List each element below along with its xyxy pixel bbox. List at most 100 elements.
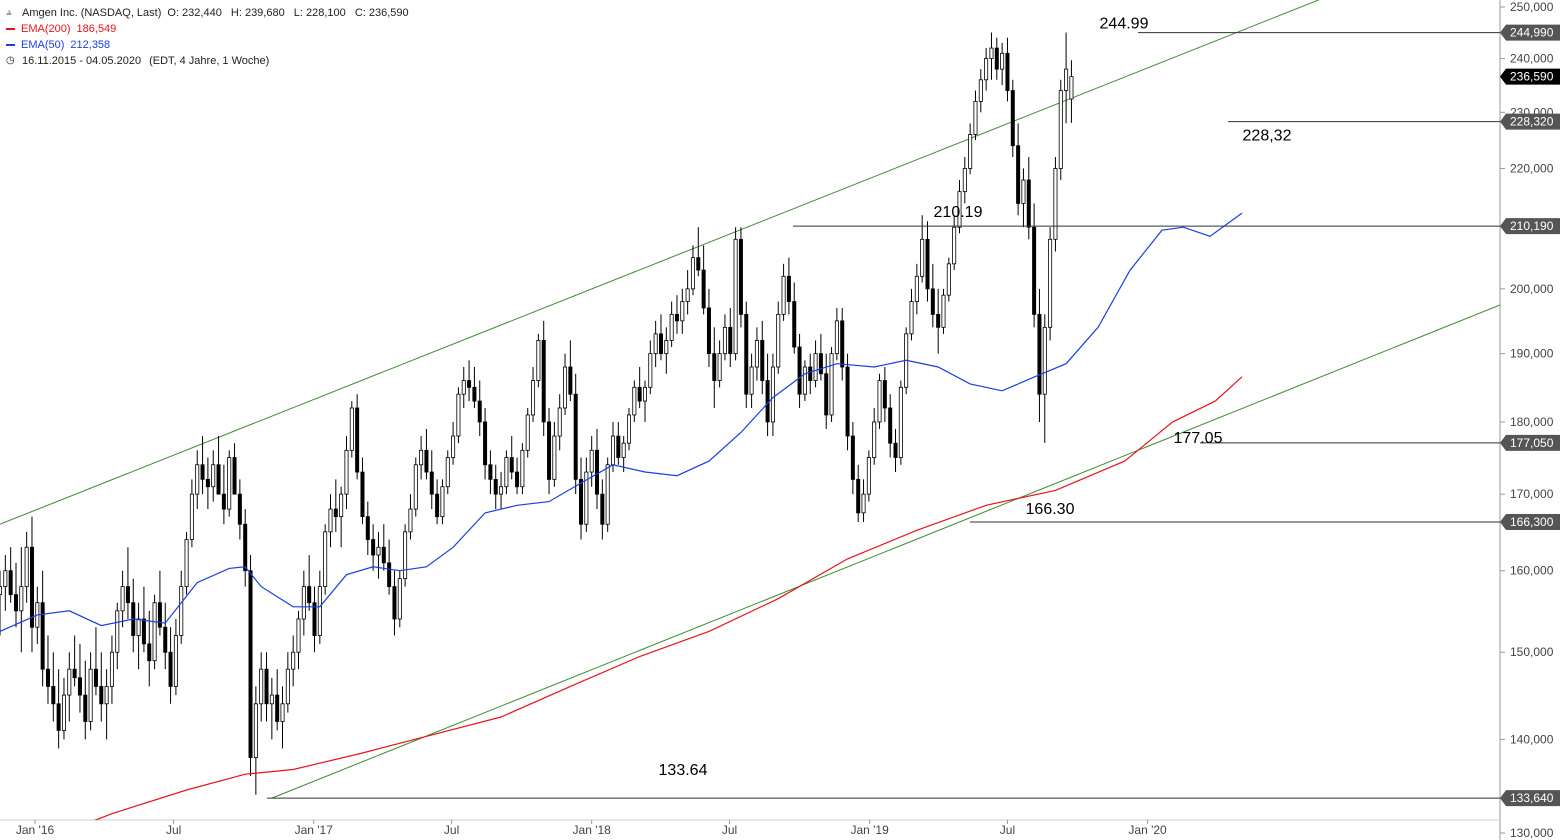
candle-body <box>760 340 765 381</box>
plot-area: 244.99 228,32 210.19 177.05 166.30 133.64 <box>0 0 1500 820</box>
candle-body <box>845 366 850 437</box>
candle <box>67 652 72 722</box>
candle <box>909 288 914 341</box>
candle <box>472 367 477 408</box>
candle <box>371 524 376 571</box>
candle-body <box>269 694 274 705</box>
candle-body <box>13 594 18 612</box>
candle <box>221 464 226 525</box>
candle-body <box>259 668 264 705</box>
x-tick-label: Jan '16 <box>16 823 55 837</box>
candle-body <box>296 618 301 653</box>
candle-body <box>243 523 248 572</box>
candle-body <box>184 539 189 588</box>
candle <box>786 257 791 315</box>
candle-body <box>706 307 711 355</box>
candle-body <box>744 313 749 395</box>
candle-body <box>445 457 450 488</box>
candle-body <box>291 651 296 670</box>
candle-body <box>984 58 989 81</box>
candle-body <box>147 643 152 662</box>
candle-body <box>920 238 925 277</box>
candle <box>1037 288 1042 422</box>
candle <box>749 353 754 408</box>
level-label: 133.64 <box>659 762 708 779</box>
candle-body <box>1037 313 1042 395</box>
candle <box>834 307 839 361</box>
candle-body <box>1000 52 1005 70</box>
candle-body <box>776 313 781 368</box>
candle <box>168 627 173 704</box>
candle-body <box>179 586 184 636</box>
candle <box>765 353 770 437</box>
candle <box>61 677 66 740</box>
candle <box>13 562 18 628</box>
ema200-line <box>94 376 1243 820</box>
candle <box>717 340 722 388</box>
candle <box>893 428 898 473</box>
y-tick-label: 200,000 <box>1510 282 1554 296</box>
candle-body <box>104 685 109 705</box>
candle <box>435 479 440 525</box>
candle <box>680 288 685 334</box>
candle <box>584 457 589 532</box>
candle-body <box>595 449 600 495</box>
candle-body <box>467 380 472 388</box>
candle-body <box>317 586 322 636</box>
last-price-tag-text: 236,590 <box>1510 70 1554 84</box>
candle-body <box>152 602 157 662</box>
candle-body <box>216 464 221 495</box>
candle <box>962 157 967 204</box>
candle-body <box>786 275 791 302</box>
candle-body <box>994 47 999 70</box>
candle <box>1005 37 1010 102</box>
candle-body <box>51 685 56 705</box>
candle <box>760 320 765 395</box>
candle <box>211 450 216 502</box>
candle <box>802 360 807 402</box>
candle-body <box>72 668 77 679</box>
candle <box>200 436 205 495</box>
candle <box>738 227 743 328</box>
candle <box>888 394 893 458</box>
candle-body <box>280 703 285 722</box>
level-price-tag <box>1500 218 1560 235</box>
candle <box>861 479 866 522</box>
candle <box>984 48 989 91</box>
candle-body <box>477 400 482 423</box>
candle <box>520 443 525 495</box>
candle-body <box>717 353 722 381</box>
candle <box>925 221 930 302</box>
candle <box>1042 314 1047 443</box>
candle <box>392 570 397 636</box>
candle <box>179 570 184 644</box>
candle-body <box>520 449 525 488</box>
candle <box>1058 79 1063 181</box>
candle <box>275 669 280 731</box>
candle-body <box>728 326 733 355</box>
candle-body <box>312 602 317 636</box>
candle <box>872 407 877 465</box>
candle <box>397 570 402 628</box>
candle-body <box>898 386 903 458</box>
candle-body <box>499 486 504 495</box>
candle-body <box>781 275 786 315</box>
y-tick-label: 250,000 <box>1510 0 1554 14</box>
candle-body <box>536 340 541 381</box>
candle <box>477 380 482 437</box>
candle <box>488 450 493 495</box>
candle-body <box>962 168 967 193</box>
candle-body <box>626 414 631 444</box>
candle <box>349 401 354 458</box>
candle <box>563 353 568 415</box>
candle-body <box>403 531 408 580</box>
candle-body <box>611 435 616 466</box>
candle-body <box>1010 90 1015 147</box>
date-range: 16.11.2015 - 04.05.2020 <box>22 55 142 67</box>
candle <box>109 635 114 704</box>
candle <box>845 353 850 451</box>
level-price-tag <box>1500 790 1560 807</box>
candle <box>605 457 610 532</box>
candle-body <box>914 275 919 302</box>
candle <box>637 367 642 408</box>
